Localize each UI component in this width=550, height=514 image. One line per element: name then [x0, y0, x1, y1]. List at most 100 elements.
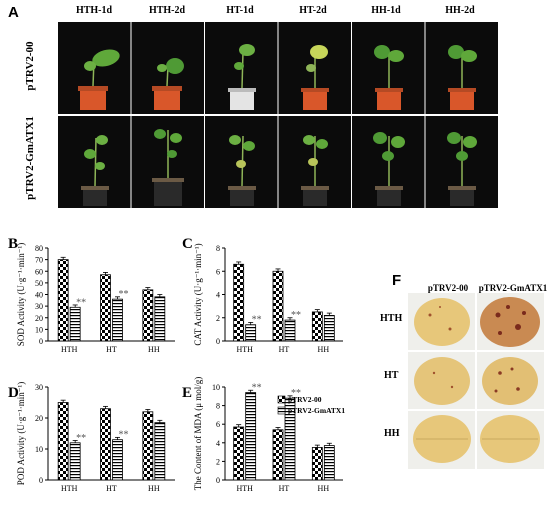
- col-title-hh-1d: HH-1d: [371, 5, 401, 16]
- bar-ptrv2-00: [311, 447, 323, 481]
- bar-ptrv2-00: [311, 311, 323, 342]
- photo-hth-ptrv2-00: [58, 22, 204, 114]
- significance-mark: **: [252, 315, 262, 326]
- x-tick-label: HTH: [61, 345, 78, 354]
- plant-drawing: [78, 22, 184, 114]
- y-tick-label: 50: [35, 279, 43, 288]
- x-tick-label: HH: [148, 345, 160, 354]
- panel-a-label: A: [8, 4, 19, 21]
- bar-ptrv2-gmatx1: [245, 324, 257, 342]
- col-title-ht-1d: HT-1d: [226, 5, 254, 16]
- y-tick-label: 0: [39, 337, 43, 346]
- y-tick-label: 10: [212, 383, 220, 392]
- significance-mark: **: [76, 297, 86, 308]
- legend-entry: pTRV2-GmATX1: [288, 406, 345, 415]
- y-tick-label: 20: [35, 314, 43, 323]
- y-tick-label: 60: [35, 267, 43, 276]
- bar-ptrv2-gmatx1: [69, 442, 81, 481]
- bar-ptrv2-00: [57, 402, 69, 481]
- y-tick-label: 70: [35, 256, 43, 265]
- plant-drawing: [81, 116, 184, 208]
- x-tick-label: HT: [279, 484, 290, 493]
- y-tick-label: 30: [35, 383, 43, 392]
- legend-entry: pTRV2-00: [288, 395, 322, 404]
- leaf-hth-ptrv2-gmatx1: [480, 297, 540, 347]
- bar-ptrv2-00: [100, 408, 111, 481]
- x-tick-label: HH: [148, 484, 160, 493]
- panel-label: D: [8, 385, 19, 401]
- y-tick-label: 10: [35, 325, 43, 334]
- photo-ht-ptrv2-gmatx1: [205, 116, 351, 208]
- bar-ptrv2-gmatx1: [323, 445, 335, 481]
- significance-mark: **: [76, 433, 86, 444]
- photo-ht-ptrv2-00: [205, 22, 351, 114]
- col-title-ht-2d: HT-2d: [299, 5, 327, 16]
- photo-hh-ptrv2-00: [352, 22, 498, 114]
- significance-mark: **: [252, 383, 262, 394]
- chart-e: E 0 2 4 6 8 10 The Content of MDA (μ mol/g) HTH *…: [182, 377, 345, 493]
- leaf-ht-ptrv2-00: [414, 357, 470, 405]
- col-title-hth-2d: HTH-2d: [148, 5, 186, 16]
- significance-mark: **: [291, 310, 301, 321]
- leaf-row-label-ht: HT: [384, 370, 399, 381]
- x-tick-label: HT: [106, 484, 117, 493]
- y-tick-label: 40: [35, 291, 43, 300]
- y-tick-label: 10: [35, 445, 43, 454]
- significance-mark: **: [119, 430, 129, 441]
- x-tick-label: HTH: [236, 345, 253, 354]
- bar-ptrv2-gmatx1: [154, 296, 166, 342]
- plant-drawing: [374, 22, 477, 114]
- x-tick-label: HH: [318, 345, 330, 354]
- leaf-photos: [408, 293, 544, 469]
- y-axis-label: The Content of MDA (μ mol/g): [193, 377, 203, 491]
- bar-ptrv2-00: [100, 274, 111, 342]
- y-tick-label: 4: [216, 439, 220, 448]
- photo-hh-ptrv2-gmatx1: [352, 116, 498, 208]
- leaf-col-title-ptrv2-gmatx1: pTRV2-GmATX1: [478, 283, 548, 293]
- col-title-hh-2d: HH-2d: [445, 5, 475, 16]
- y-tick-label: 6: [216, 267, 220, 276]
- leaf-col-title-ptrv2-00: pTRV2-00: [427, 283, 469, 293]
- bar-ptrv2-00: [57, 259, 69, 342]
- bar-ptrv2-00: [272, 429, 284, 481]
- bar-ptrv2-00: [272, 270, 284, 342]
- plant-drawing: [373, 116, 477, 208]
- bar-ptrv2-00: [142, 289, 154, 342]
- legend-swatch: [277, 406, 286, 415]
- y-tick-label: 80: [35, 244, 43, 253]
- leaf-row-label-hth: HTH: [380, 313, 403, 324]
- y-tick-label: 2: [216, 457, 220, 466]
- panel-label: E: [182, 385, 192, 401]
- y-tick-label: 0: [216, 337, 220, 346]
- significance-mark: **: [119, 289, 129, 300]
- y-tick-label: 2: [216, 314, 220, 323]
- plant-drawing: [228, 22, 329, 114]
- bar-ptrv2-00: [142, 411, 154, 481]
- leaf-ht-ptrv2-gmatx1: [482, 357, 538, 405]
- panel-label: B: [8, 236, 18, 252]
- x-tick-label: HTH: [61, 484, 78, 493]
- chart-d: D 0 10 20 30 POD Activity (U·g⁻¹·min⁻¹) HTH ** H…: [8, 382, 175, 493]
- plant-drawing: [228, 116, 329, 208]
- y-tick-label: 4: [216, 291, 220, 300]
- leaf-hth-ptrv2-00: [414, 298, 470, 346]
- panel-label: C: [182, 236, 193, 252]
- y-axis-label: CAT Activity (U·g⁻¹·min⁻¹): [193, 243, 203, 345]
- chart-b: B 0 10 20 30 40 50 60 70 80 SOD Activity (U·g⁻¹·mi…: [8, 236, 175, 354]
- x-tick-label: HT: [279, 345, 290, 354]
- y-tick-label: 0: [216, 476, 220, 485]
- chart-c: C 0 2 4 6 8 CAT Activity (U·g⁻¹·min⁻¹) HTH ** HT *…: [182, 236, 343, 354]
- bar-ptrv2-gmatx1: [154, 422, 166, 481]
- y-tick-label: 8: [216, 244, 220, 253]
- bar-ptrv2-gmatx1: [284, 319, 296, 342]
- bar-ptrv2-gmatx1: [112, 439, 123, 481]
- y-tick-label: 30: [35, 302, 43, 311]
- y-axis-label: POD Activity (U·g⁻¹·min⁻¹): [16, 382, 26, 485]
- bar-ptrv2-00: [233, 263, 245, 342]
- bar-ptrv2-00: [233, 426, 245, 481]
- y-tick-label: 20: [35, 414, 43, 423]
- y-tick-label: 0: [39, 476, 43, 485]
- col-title-hth-1d: HTH-1d: [75, 5, 113, 16]
- leaf-row-label-hh: HH: [384, 428, 400, 439]
